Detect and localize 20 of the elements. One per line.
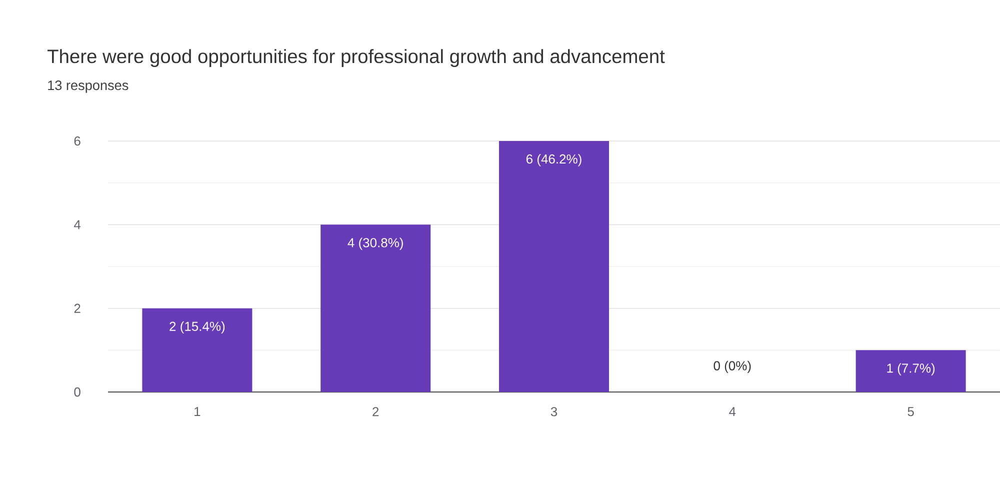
- bar: [142, 308, 252, 392]
- y-tick-label: 0: [74, 387, 80, 397]
- data-label: 2 (15.4%): [170, 321, 225, 334]
- x-tick-label: 4: [729, 407, 736, 416]
- chart-title: There were good opportunities for professional growth and advancement: [48, 49, 665, 67]
- bar: [320, 224, 431, 392]
- y-tick-label: 6: [74, 136, 80, 146]
- data-label: 4 (30.8%): [348, 238, 403, 250]
- y-tick-label: 4: [74, 220, 81, 230]
- x-tick-label: 5: [908, 407, 914, 416]
- chart-subtitle: 13 responses: [48, 80, 128, 93]
- data-label: 1 (7.7%): [887, 363, 935, 376]
- y-tick-label: 2: [74, 304, 80, 313]
- x-tick-label: 1: [194, 407, 200, 416]
- data-label: 0 (0%): [714, 360, 751, 373]
- bar: [499, 141, 610, 392]
- x-tick-label: 2: [372, 407, 379, 416]
- data-label: 6 (46.2%): [526, 154, 582, 166]
- x-tick-label: 3: [550, 407, 558, 416]
- bar: [856, 350, 966, 392]
